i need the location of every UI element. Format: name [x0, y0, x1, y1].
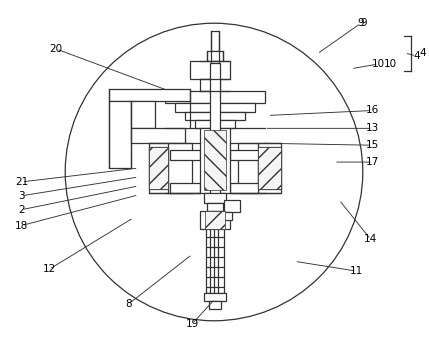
Text: 8: 8 [125, 299, 132, 309]
Bar [205, 211, 225, 228]
Bar [204, 293, 226, 301]
Text: 16: 16 [366, 105, 379, 116]
Text: 15: 15 [366, 140, 379, 150]
Text: 10: 10 [372, 59, 385, 69]
Bar [258, 147, 281, 189]
Text: 10: 10 [384, 59, 397, 69]
Bar [131, 101, 155, 128]
Text: 17: 17 [366, 157, 379, 167]
Bar [258, 147, 281, 189]
Text: 14: 14 [364, 234, 378, 245]
Text: 9: 9 [357, 18, 364, 28]
Text: 20: 20 [50, 44, 63, 54]
Bar [170, 183, 200, 193]
Text: 12: 12 [43, 264, 56, 274]
Text: 9: 9 [361, 18, 367, 28]
Bar [238, 143, 281, 193]
Bar [166, 91, 265, 103]
Bar [204, 130, 226, 190]
Text: 21: 21 [15, 177, 28, 187]
Bar [148, 147, 168, 189]
Bar [148, 143, 192, 193]
Text: 3: 3 [18, 191, 25, 201]
Text: 18: 18 [15, 221, 28, 231]
Bar [210, 63, 220, 271]
Bar [224, 212, 232, 220]
Text: 4: 4 [413, 51, 420, 61]
Bar [131, 128, 185, 143]
Bar [109, 101, 131, 168]
Bar [204, 193, 226, 203]
Text: 11: 11 [350, 266, 363, 276]
Bar [109, 89, 190, 101]
Bar [211, 31, 219, 51]
Bar [224, 200, 240, 212]
Bar [185, 113, 245, 120]
Bar [200, 79, 220, 91]
Bar [190, 61, 230, 79]
Bar [175, 103, 255, 113]
Text: 19: 19 [186, 319, 199, 329]
Bar [230, 150, 258, 160]
Text: 2: 2 [18, 205, 25, 215]
Bar [209, 301, 221, 309]
Bar [230, 183, 258, 193]
Bar [195, 120, 235, 128]
Bar [200, 211, 230, 228]
Text: 4: 4 [419, 48, 426, 58]
Text: 13: 13 [366, 123, 379, 133]
Bar [206, 228, 224, 293]
Bar [200, 128, 230, 193]
Bar [148, 147, 168, 189]
Bar [207, 203, 223, 211]
Bar [170, 150, 200, 160]
Bar [207, 51, 223, 61]
